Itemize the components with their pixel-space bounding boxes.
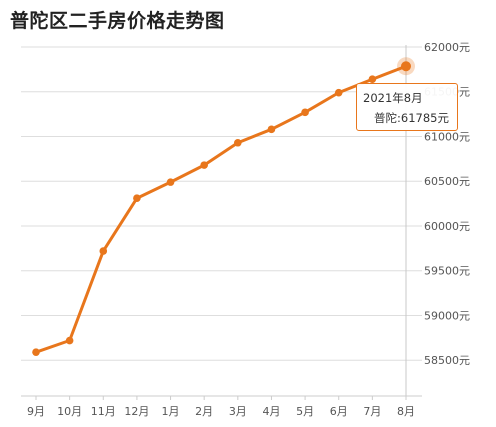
series-line-path (34, 64, 408, 354)
x-tick-label: 3月 (229, 405, 247, 418)
x-axis-labels: 9月 10月 11月 12月 1月 2月 3月 4月 5月 6月 7月 8月 (27, 405, 415, 418)
data-point[interactable] (368, 75, 377, 84)
y-tick-label: 60500元 (424, 175, 470, 188)
data-point[interactable] (234, 138, 242, 147)
data-point[interactable] (267, 125, 276, 134)
x-tick-label: 9月 (27, 405, 45, 418)
data-point[interactable] (99, 247, 108, 255)
y-tick-label: 58500元 (424, 354, 470, 367)
x-tick-label: 10月 (57, 405, 82, 418)
y-tick-label: 62000元 (424, 41, 470, 54)
data-point-highlighted[interactable] (401, 61, 411, 72)
x-tick-label: 7月 (363, 405, 381, 418)
y-tick-label: 60000元 (424, 220, 470, 233)
chart-title: 普陀区二手房价格走势图 (10, 10, 225, 32)
grid-lines (21, 46, 422, 361)
tooltip-value: 普陀:61785元 (374, 111, 449, 125)
y-tick-label: 61000元 (424, 130, 470, 143)
data-point[interactable] (65, 336, 74, 345)
x-tick-label: 12月 (124, 405, 149, 418)
data-point[interactable] (166, 178, 175, 186)
tooltip-date: 2021年8月 (363, 91, 423, 105)
x-tick-label: 6月 (330, 405, 348, 418)
y-tick-label: 59500元 (424, 265, 470, 278)
x-tick-label: 5月 (296, 405, 314, 418)
x-tick-label: 11月 (91, 405, 116, 418)
data-point[interactable] (200, 161, 208, 169)
data-point[interactable] (301, 108, 309, 117)
x-tick-label: 8月 (397, 405, 415, 418)
series-line (34, 64, 408, 354)
data-point[interactable] (133, 194, 141, 203)
x-tick-label: 1月 (162, 405, 180, 418)
data-tooltip: 2021年8月 普陀:61785元 (356, 83, 458, 131)
data-point[interactable] (334, 88, 343, 97)
x-tick-label: 2月 (195, 405, 213, 418)
series-points (32, 57, 415, 356)
y-axis-labels: 58500元59000元59500元60000元60500元61000元6150… (424, 41, 470, 367)
y-tick-label: 59000元 (424, 309, 470, 322)
data-point[interactable] (32, 348, 40, 356)
x-tick-label: 4月 (262, 405, 280, 418)
